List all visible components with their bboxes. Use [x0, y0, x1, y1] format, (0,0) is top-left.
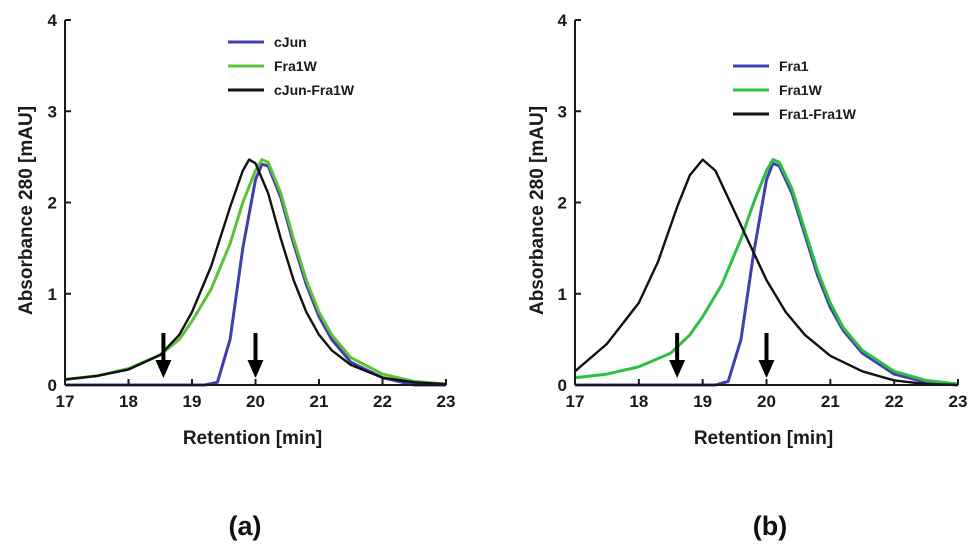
series-line-fra1-fra1w — [574, 158, 959, 387]
y-tick-label: 1 — [48, 285, 57, 304]
y-tick-label: 2 — [48, 194, 57, 213]
y-tick-label: 3 — [558, 102, 567, 121]
x-tick-label: 23 — [949, 392, 968, 411]
legend-label: Fra1W — [274, 58, 318, 74]
x-tick-label: 19 — [183, 392, 202, 411]
x-tick-label: 17 — [56, 392, 75, 411]
x-axis-title: Retention [min] — [694, 428, 833, 449]
legend-label: Fra1-Fra1W — [779, 106, 857, 122]
legend-label: cJun — [274, 34, 307, 50]
legend-label: cJun-Fra1W — [274, 82, 355, 98]
arrow-head — [669, 360, 686, 378]
arrow-head — [155, 360, 172, 378]
panel-label: (a) — [229, 511, 262, 541]
arrow-head — [247, 360, 264, 378]
arrow-head — [758, 360, 775, 378]
x-tick-label: 20 — [246, 392, 265, 411]
y-axis-title: Absorbance 280 [mAU] — [527, 106, 548, 315]
legend-label: Fra1 — [779, 58, 809, 74]
y-tick-label: 0 — [558, 376, 567, 395]
y-tick-label: 4 — [558, 11, 568, 30]
x-tick-label: 20 — [757, 392, 776, 411]
x-tick-label: 23 — [437, 392, 456, 411]
panel-label: (b) — [753, 511, 787, 541]
x-tick-label: 19 — [693, 392, 712, 411]
x-axis-title: Retention [min] — [183, 428, 322, 449]
x-tick-label: 18 — [629, 392, 648, 411]
y-axis-title: Absorbance 280 [mAU] — [16, 106, 37, 315]
y-tick-label: 1 — [558, 285, 567, 304]
series-line-cjun-fra1w — [64, 158, 447, 386]
x-tick-label: 22 — [885, 392, 904, 411]
x-tick-label: 18 — [119, 392, 138, 411]
legend-label: Fra1W — [779, 82, 823, 98]
x-tick-label: 17 — [566, 392, 585, 411]
y-tick-label: 4 — [48, 11, 58, 30]
y-tick-label: 3 — [48, 102, 57, 121]
y-tick-label: 0 — [48, 376, 57, 395]
x-tick-label: 21 — [821, 392, 840, 411]
y-tick-label: 2 — [558, 194, 567, 213]
x-tick-label: 22 — [373, 392, 392, 411]
x-tick-label: 21 — [310, 392, 329, 411]
